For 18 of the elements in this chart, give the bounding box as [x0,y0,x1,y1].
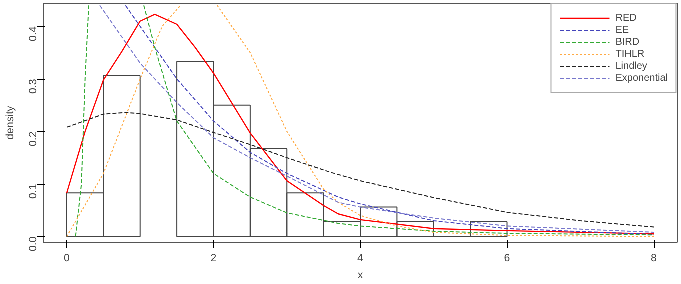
x-tick-label: 4 [358,252,364,264]
x-tick-label: 2 [210,252,217,264]
y-tick-label: 0.3 [28,79,40,94]
legend-label: RED [616,12,637,24]
legend-label: TIHLR [616,48,645,60]
y-tick-label: 0.1 [28,184,40,200]
x-tick-label: 8 [651,252,658,264]
y-tick-label: 0.0 [28,236,40,252]
legend-label: Exponential [616,72,668,84]
x-tick-label: 0 [64,252,70,264]
legend-label: Lindley [616,60,648,72]
y-axis-title: density [4,105,16,140]
legend-label: BIRD [616,36,640,48]
y-tick-label: 0.2 [28,132,40,146]
legend-label: EE [616,24,630,36]
x-axis-title: x [358,270,364,282]
y-tick-label: 0.4 [28,26,40,42]
x-tick-label: 6 [504,252,510,264]
